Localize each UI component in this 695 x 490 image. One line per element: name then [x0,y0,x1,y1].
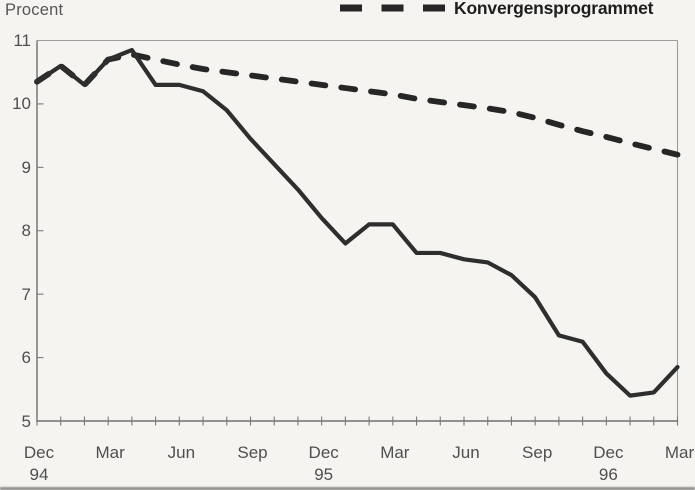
x-axis-tick-label: Mar [664,443,695,462]
x-axis-tick-label: Jun [452,443,480,462]
x-axis-year-label: 95 [314,465,334,484]
konvergensprogrammet-line [34,51,681,158]
y-axis-tick-label: 11 [13,31,31,50]
x-axis-year-label: 94 [29,465,49,484]
actual-line [34,47,680,398]
legend: Konvergensprogrammet [0,0,695,24]
y-axis-tick-label: 5 [21,411,31,431]
y-axis-tick-label: 6 [21,348,31,368]
y-axis-title: Procent [5,1,64,19]
y-axis-tick-label: 7 [21,284,31,304]
x-axis-tick-label: Jun [167,443,196,462]
dashed-line-sample-icon [340,4,447,12]
y-axis-tick-label: 8 [21,221,31,241]
x-axis-tick-label: Dec [593,443,624,462]
x-axis-tick-label: Dec [23,443,55,462]
x-axis-tick-label: Mar [95,443,125,462]
legend-label-konvergensprogrammet: Konvergensprogrammet [454,0,654,18]
x-axis-tick-label: Sep [522,443,553,462]
x-axis-year-label: 96 [598,465,618,484]
scan-edge-artifact [0,487,695,490]
y-axis-tick-label: 10 [12,94,31,114]
x-axis-tick-label: Mar [380,443,410,462]
y-axis-tick-label: 9 [21,157,31,177]
x-axis-tick-label: Sep [237,443,268,462]
x-axis-tick-label: Dec [308,443,339,462]
